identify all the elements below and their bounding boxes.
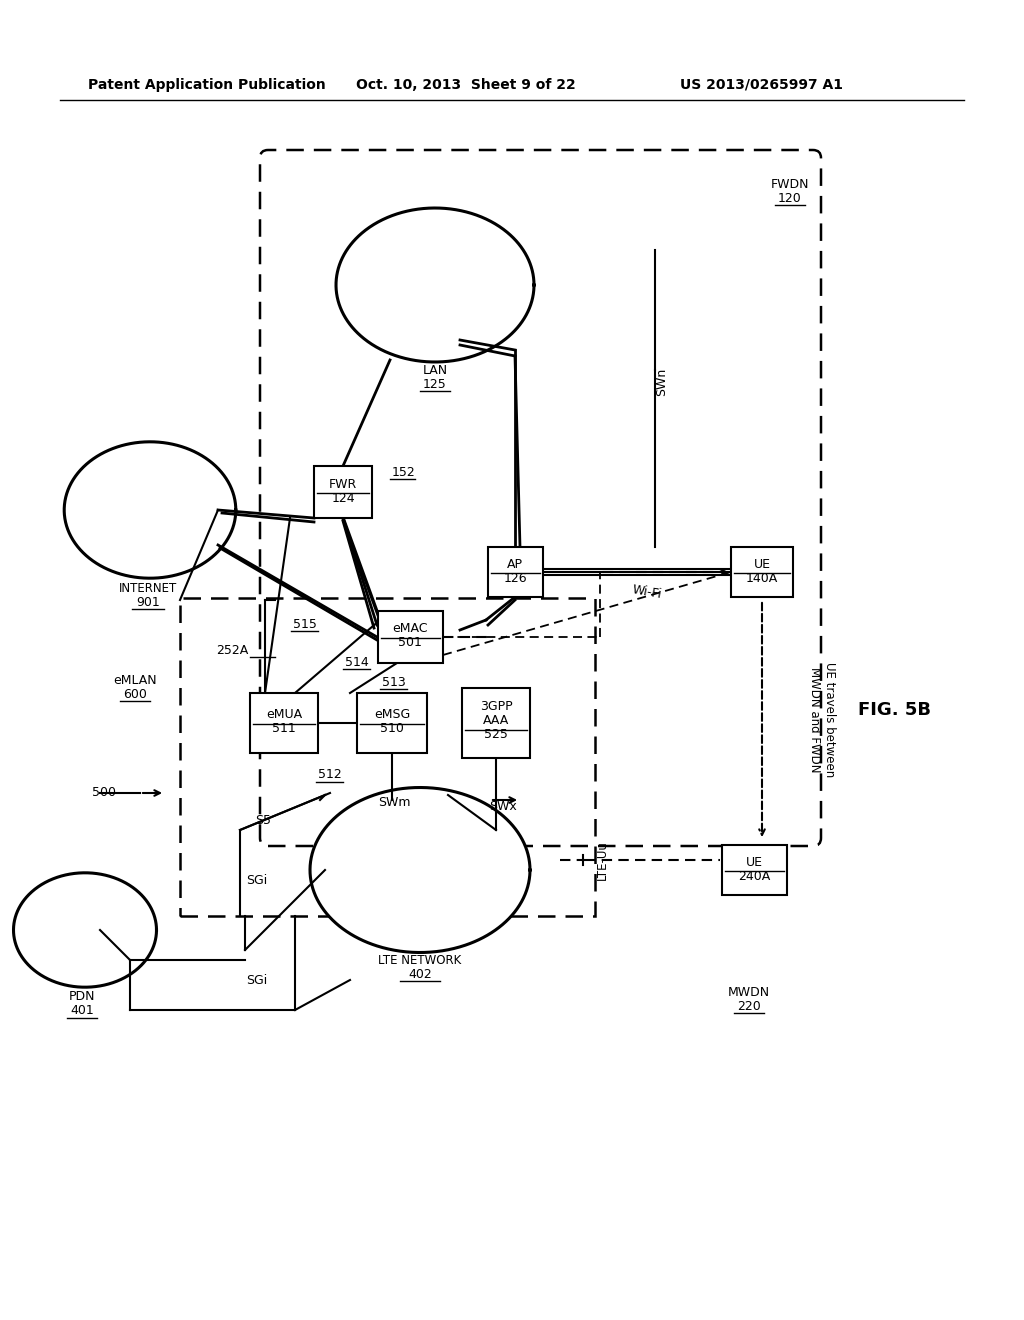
Text: S5: S5: [255, 813, 271, 826]
Text: FIG. 5B: FIG. 5B: [858, 701, 931, 719]
Polygon shape: [13, 873, 157, 987]
Text: 525: 525: [484, 729, 508, 742]
Text: 120: 120: [778, 191, 802, 205]
Polygon shape: [65, 442, 236, 578]
Text: LAN: LAN: [423, 363, 447, 376]
Text: UE: UE: [754, 557, 770, 570]
Text: FWDN: FWDN: [771, 178, 809, 191]
Text: 600: 600: [123, 688, 146, 701]
Text: SWm: SWm: [378, 796, 411, 808]
Text: 510: 510: [380, 722, 403, 735]
Polygon shape: [336, 209, 534, 362]
Text: eMAC: eMAC: [392, 623, 428, 635]
Text: 140A: 140A: [745, 572, 778, 585]
Text: 901: 901: [136, 595, 160, 609]
Text: SGi: SGi: [246, 874, 267, 887]
Polygon shape: [310, 788, 530, 953]
Text: AP: AP: [507, 557, 523, 570]
Text: 401: 401: [70, 1005, 94, 1018]
Text: PDN: PDN: [69, 990, 95, 1003]
Bar: [731, 546, 793, 597]
Bar: [250, 693, 318, 752]
Text: 511: 511: [272, 722, 296, 735]
Bar: [357, 693, 427, 752]
Text: 152: 152: [392, 466, 416, 479]
Text: 220: 220: [737, 999, 761, 1012]
Text: Oct. 10, 2013  Sheet 9 of 22: Oct. 10, 2013 Sheet 9 of 22: [356, 78, 575, 92]
Text: LTE-Uu: LTE-Uu: [596, 840, 608, 880]
Bar: [462, 688, 530, 758]
Text: INTERNET: INTERNET: [119, 582, 177, 594]
Text: 501: 501: [398, 636, 422, 649]
Text: Wi-Fi: Wi-Fi: [631, 583, 663, 601]
Bar: [378, 611, 442, 663]
Text: LTE NETWORK: LTE NETWORK: [379, 953, 462, 966]
Text: 500: 500: [92, 787, 116, 800]
Text: 252A: 252A: [216, 644, 248, 656]
Text: 402: 402: [409, 968, 432, 981]
Text: Patent Application Publication: Patent Application Publication: [88, 78, 326, 92]
Text: US 2013/0265997 A1: US 2013/0265997 A1: [680, 78, 843, 92]
Text: 515: 515: [293, 618, 316, 631]
Text: 514: 514: [345, 656, 369, 668]
Bar: [487, 546, 543, 597]
Text: AAA: AAA: [483, 714, 509, 727]
Text: UE travels between
MWDN and FWDN: UE travels between MWDN and FWDN: [808, 663, 836, 777]
Bar: [314, 466, 372, 517]
Text: SWx: SWx: [489, 800, 517, 813]
Text: FWR: FWR: [329, 478, 357, 491]
Text: eMUA: eMUA: [266, 709, 302, 722]
Text: 513: 513: [382, 676, 406, 689]
Text: MWDN: MWDN: [728, 986, 770, 998]
Bar: [180, 598, 595, 916]
Text: eMSG: eMSG: [374, 709, 411, 722]
Text: 125: 125: [423, 378, 446, 391]
Text: 512: 512: [318, 768, 342, 781]
Text: 3GPP: 3GPP: [479, 701, 512, 714]
Text: 126: 126: [503, 572, 526, 585]
Bar: [722, 845, 786, 895]
Text: eMLAN: eMLAN: [114, 673, 157, 686]
Text: UE: UE: [745, 855, 763, 869]
Text: SWn: SWn: [655, 368, 669, 396]
Text: SGi: SGi: [246, 974, 267, 986]
Text: 240A: 240A: [738, 870, 770, 883]
Text: 124: 124: [331, 491, 354, 504]
